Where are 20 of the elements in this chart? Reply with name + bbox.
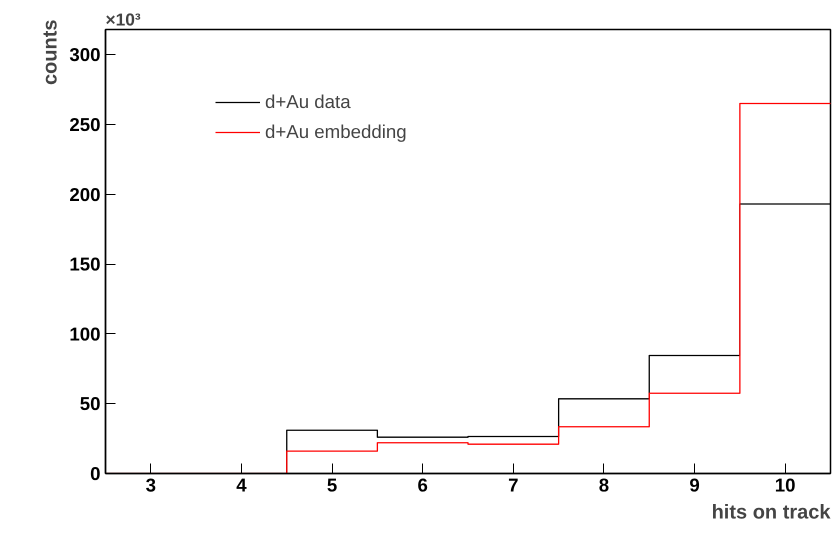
x-tick-label: 3 bbox=[146, 474, 156, 496]
y-tick-label: 0 bbox=[90, 463, 101, 484]
x-tick-label: 8 bbox=[598, 474, 610, 496]
y-tick-label: 300 bbox=[69, 44, 101, 66]
y-axis-title: counts bbox=[40, 19, 62, 86]
text: ×10³ bbox=[106, 10, 141, 30]
x-axis-title: hits on track bbox=[712, 502, 832, 524]
x-tick-label: 5 bbox=[326, 474, 338, 496]
x-tick-label: 6 bbox=[418, 474, 428, 496]
y-tick-label: 100 bbox=[69, 323, 101, 344]
y-tick-label: 250 bbox=[69, 114, 101, 135]
x-tick-label: 10 bbox=[774, 474, 796, 496]
legend-label: d+Au embedding bbox=[265, 121, 407, 143]
legend-label: d+Au data bbox=[265, 91, 351, 113]
x-tick-label: 9 bbox=[689, 474, 700, 496]
x-tick-label: 7 bbox=[508, 474, 519, 496]
y-tick-label: 200 bbox=[69, 184, 101, 205]
y-tick-label: 50 bbox=[80, 393, 101, 414]
y-tick-label: 150 bbox=[69, 254, 101, 275]
x-tick-label: 4 bbox=[236, 474, 248, 496]
